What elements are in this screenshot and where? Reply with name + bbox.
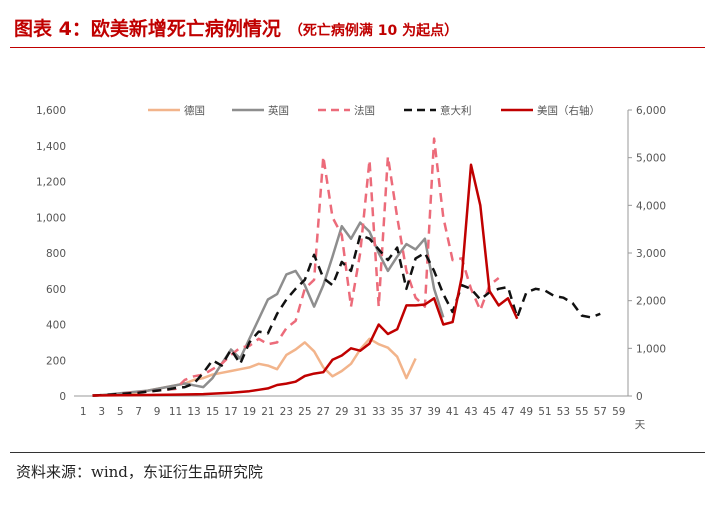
chart-axes: 0 200 400 600 800 1,000 1,200 1,400 1,600 0 1,000 2… xyxy=(36,105,666,431)
source-note: 资料来源：wind，东证衍生品研究院 xyxy=(16,463,263,481)
series-line-5 xyxy=(92,163,519,397)
x-tick-label: 3 xyxy=(98,406,105,418)
title-underline xyxy=(10,47,705,48)
x-tick-label: 25 xyxy=(298,406,311,418)
x-tick-label: 5 xyxy=(117,406,124,418)
y-tick-right-label: 2,000 xyxy=(636,296,666,308)
y-tick-left-label: 1,200 xyxy=(36,177,66,189)
x-tick-label: 7 xyxy=(135,406,142,418)
x-tick-label: 37 xyxy=(409,406,422,418)
x-tick-label: 11 xyxy=(169,406,182,418)
x-tick-label: 33 xyxy=(372,406,385,418)
x-tick-label: 55 xyxy=(575,406,588,418)
x-tick-label: 35 xyxy=(390,406,403,418)
x-tick-label: 13 xyxy=(187,406,200,418)
x-tick-label: 1 xyxy=(80,406,87,418)
x-tick-label: 21 xyxy=(261,406,274,418)
y-tick-left-label: 1,400 xyxy=(36,141,66,153)
y-tick-left-label: 400 xyxy=(46,320,66,332)
y-tick-left-label: 600 xyxy=(46,284,66,296)
y-tick-right-label: 6,000 xyxy=(636,105,666,117)
series-line-2 xyxy=(92,221,445,397)
legend-label-1: 德国 xyxy=(184,104,205,117)
x-tick-label: 29 xyxy=(335,406,348,418)
series-line-3 xyxy=(92,137,500,397)
legend-label-3: 法国 xyxy=(354,104,375,117)
figure-title: 图表 4：欧美新增死亡病例情况 （死亡病例满 10 为起点） xyxy=(14,14,458,41)
y-tick-right-label: 4,000 xyxy=(636,200,666,212)
x-tick-label: 59 xyxy=(612,406,625,418)
x-tick-label: 43 xyxy=(464,406,477,418)
x-tick-label: 47 xyxy=(501,406,514,418)
y-tick-right-label: 0 xyxy=(636,391,643,403)
y-tick-left-label: 200 xyxy=(46,355,66,367)
chart-series xyxy=(92,137,601,397)
x-axis-unit: 天 xyxy=(635,419,646,431)
legend-label-5: 美国（右轴） xyxy=(537,104,600,117)
y-tick-right-label: 1,000 xyxy=(636,343,666,355)
legend-label-4: 意大利 xyxy=(440,104,472,117)
x-tick-label: 57 xyxy=(594,406,607,418)
y-tick-left-label: 800 xyxy=(46,248,66,260)
series-line-4 xyxy=(92,233,601,397)
y-tick-left-label: 1,600 xyxy=(36,105,66,117)
y-tick-right-label: 3,000 xyxy=(636,248,666,260)
x-tick-label: 39 xyxy=(427,406,440,418)
line-chart: 0 200 400 600 800 1,000 1,200 1,400 1,600 0 1,000 2… xyxy=(36,104,666,431)
x-tick-label: 53 xyxy=(557,406,570,418)
x-tick-label: 45 xyxy=(483,406,496,418)
y-tick-left-label: 1,000 xyxy=(36,212,66,224)
series-line-1 xyxy=(92,337,417,397)
y-tick-left-label: 0 xyxy=(59,391,66,403)
figure-title-main: 图表 4：欧美新增死亡病例情况 xyxy=(14,18,281,40)
figure-title-subtitle: （死亡病例满 10 为起点） xyxy=(288,23,459,39)
x-tick-label: 51 xyxy=(538,406,551,418)
x-tick-label: 15 xyxy=(206,406,219,418)
x-tick-label: 27 xyxy=(317,406,330,418)
y-tick-right-label: 5,000 xyxy=(636,153,666,165)
x-tick-label: 23 xyxy=(280,406,293,418)
x-tick-label: 41 xyxy=(446,406,459,418)
chart-legend: 德国 英国 法国 意大利 美国（右轴） xyxy=(148,104,600,117)
x-tick-label: 19 xyxy=(243,406,256,418)
x-tick-label: 49 xyxy=(520,406,533,418)
legend-label-2: 英国 xyxy=(268,104,289,117)
source-divider xyxy=(10,452,705,453)
x-tick-label: 31 xyxy=(354,406,367,418)
x-tick-label: 9 xyxy=(154,406,161,418)
x-tick-label: 17 xyxy=(224,406,237,418)
